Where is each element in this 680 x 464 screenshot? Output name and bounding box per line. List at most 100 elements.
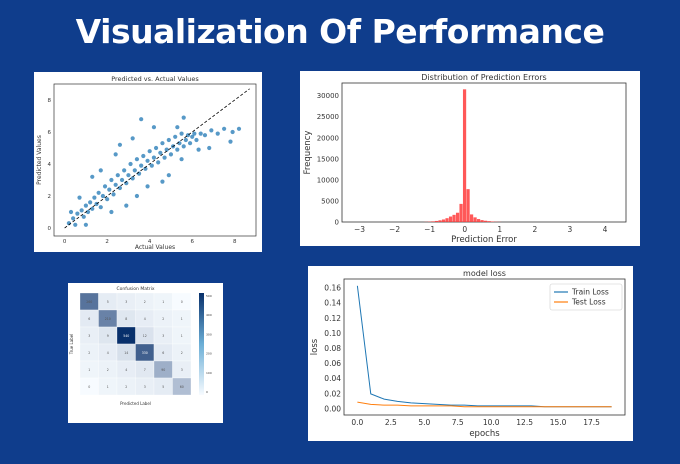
cell-value: 260 — [86, 300, 92, 304]
scatter-point — [134, 193, 140, 199]
x-tick-label: 0.0 — [351, 418, 363, 427]
scatter-point — [175, 125, 180, 130]
x-tick-label: 8 — [233, 239, 237, 245]
x-tick-label: −2 — [389, 225, 400, 234]
y-tick-label: 20000 — [317, 134, 339, 142]
scatter-point — [153, 145, 159, 151]
scatter-point — [160, 179, 165, 184]
y-axis-label: Frequency — [303, 131, 313, 175]
colorbar-tick: 400 — [206, 313, 212, 317]
scatter-point — [90, 174, 95, 179]
scatter-point — [119, 177, 125, 183]
scatter-point — [75, 211, 80, 216]
histogram-bar — [480, 220, 484, 222]
scatter-point — [139, 163, 144, 168]
scatter-point — [90, 206, 95, 211]
y-axis-label: loss — [310, 338, 320, 355]
y-tick-label: 0.04 — [324, 374, 341, 383]
x-tick-label: 1 — [497, 225, 502, 234]
scatter-point — [130, 176, 135, 181]
cell-value: 2 — [125, 385, 127, 389]
cell-value: 2 — [88, 351, 90, 355]
legend-label: Train Loss — [571, 288, 609, 297]
scatter-point — [145, 158, 150, 163]
heatmap-cell — [172, 377, 192, 396]
legend-box — [549, 283, 623, 311]
cell-value: 8 — [125, 317, 127, 321]
scatter-point — [228, 139, 233, 144]
x-tick-label: 6 — [190, 239, 194, 245]
scatter-point — [68, 209, 74, 215]
scatter-point — [98, 168, 103, 173]
histogram-bar — [438, 220, 442, 222]
scatter-point — [192, 131, 197, 136]
scatter-point — [202, 133, 208, 138]
x-tick-label: 2.5 — [385, 418, 397, 427]
y-tick-label: 25000 — [317, 113, 339, 121]
scatter-point — [198, 131, 203, 136]
cell-value: 14 — [124, 351, 128, 355]
cell-value: 540 — [123, 334, 129, 338]
scatter-point — [122, 168, 127, 173]
histogram-bar — [459, 203, 463, 222]
y-tick-label: 15000 — [317, 155, 339, 163]
scatter-point — [83, 203, 88, 208]
cell-value: 9 — [107, 334, 109, 338]
cell-value: 1 — [88, 368, 90, 372]
scatter-point — [145, 184, 150, 189]
plot-frame — [343, 278, 626, 416]
scatter-point — [100, 193, 106, 199]
histogram-bar — [441, 219, 446, 222]
scatter-point — [77, 195, 82, 200]
cell-value: 60 — [180, 385, 184, 389]
histogram-bar — [473, 217, 477, 222]
histogram-bar — [455, 212, 460, 222]
scatter-point — [179, 131, 184, 136]
cell-value: 0 — [181, 300, 183, 304]
scatter-point — [113, 182, 118, 187]
y-axis-label: Predicted Values — [36, 135, 43, 185]
cell-value: 1 — [162, 300, 164, 304]
scatter-point — [173, 134, 178, 139]
scatter-point — [181, 115, 186, 120]
cell-value: 4 — [125, 368, 127, 372]
cell-value: 12 — [143, 334, 147, 338]
y-tick-label: 0.00 — [324, 404, 341, 413]
colorbar-tick: 300 — [206, 332, 212, 336]
scatter-point — [81, 214, 86, 219]
scatter-point — [196, 147, 201, 152]
histogram-bar — [431, 221, 435, 222]
y-axis-label: True Label — [69, 334, 74, 356]
y-tick-label: 6 — [48, 130, 52, 136]
scatter-point — [175, 147, 180, 152]
histogram-bar — [448, 216, 453, 222]
cell-value: 90 — [161, 368, 165, 372]
histogram-chart: Distribution of Prediction Errors −3 −2 −1 0… — [303, 73, 627, 245]
scatter-point — [132, 168, 137, 173]
cell-value: 330 — [142, 351, 148, 355]
scatter-point — [151, 125, 157, 130]
colorbar-tick: 200 — [206, 352, 212, 356]
y-tick-label: 0.16 — [324, 284, 341, 293]
scatter-point — [181, 144, 186, 149]
x-tick-label: −1 — [424, 225, 435, 234]
scatter-point — [166, 173, 171, 178]
histogram-bar — [445, 218, 449, 222]
chart-title: Distribution of Prediction Errors — [421, 73, 546, 82]
cell-value: 3 — [88, 334, 90, 338]
cell-value: 4 — [107, 351, 109, 355]
scatter-point — [102, 184, 108, 189]
scatter-point — [130, 136, 135, 141]
reference-line — [64, 88, 250, 229]
histogram-bar — [466, 189, 470, 222]
scatter-point — [168, 152, 174, 157]
scatter-point — [105, 197, 110, 202]
scatter-point — [236, 126, 242, 131]
colorbar-tick: 0 — [206, 390, 208, 394]
cell-value: 4 — [144, 317, 146, 321]
scatter-point — [149, 163, 154, 168]
histogram-bar — [452, 214, 456, 222]
cell-value: 5 — [162, 385, 164, 389]
scatter-point — [139, 117, 144, 122]
legend-label: Test Loss — [571, 298, 606, 307]
